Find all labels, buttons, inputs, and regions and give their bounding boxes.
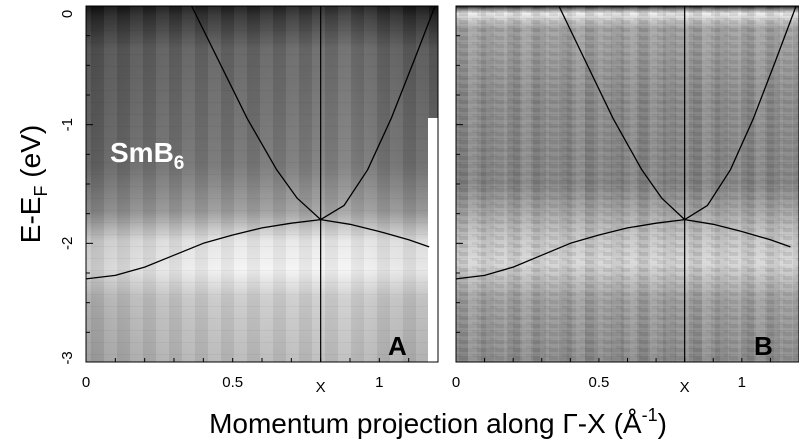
y-tick-label: -1 — [59, 118, 76, 131]
panel-b: 0 0.5 X 1 B — [452, 5, 799, 396]
panel-a-x-ticks: 0 0.5 X 1 — [82, 358, 439, 396]
panel-label-a: A — [388, 331, 407, 361]
y-axis-title: E-EF (eV) — [15, 125, 51, 243]
panel-b-y-ticks — [456, 5, 463, 363]
panel-a-band-curve-2 — [85, 218, 430, 280]
panel-b-band-curve-2 — [455, 218, 791, 280]
compound-label: SmB6 — [110, 137, 184, 174]
panel-a-x-tick-label: 1 — [375, 374, 383, 391]
panel-a-edge-strip — [428, 118, 438, 362]
panel-a-bands — [85, 5, 436, 280]
panel-b-x-tick-label: 0 — [452, 374, 460, 391]
y-tick-label: -2 — [59, 237, 76, 250]
panel-a-x-tick-label: 0.5 — [222, 374, 243, 391]
panel-a-x-tick-label: 0 — [82, 374, 90, 391]
panel-b-x-ticks: 0 0.5 X 1 — [452, 358, 799, 396]
panel-label-b: B — [754, 331, 773, 361]
panel-a-texture — [86, 6, 438, 362]
panel-b-x-tick-label: 1 — [738, 374, 746, 391]
panel-a-x-tick-label: X — [316, 379, 326, 396]
panel-a: 0 -1 -2 -3 0 0.5 X 1 SmB6 A — [59, 5, 439, 396]
panel-b-x-tick-label: 0.5 — [588, 374, 609, 391]
y-tick-label: -3 — [59, 351, 76, 364]
panel-b-stripes — [456, 6, 799, 362]
y-tick-label: 0 — [59, 10, 76, 18]
x-axis-title: Momentum projection along Γ-X (Å-1) — [209, 405, 667, 439]
panel-b-x-tick-label: X — [680, 379, 690, 396]
panel-a-y-ticks: 0 -1 -2 -3 — [59, 5, 93, 365]
panel-b-bands — [455, 5, 797, 280]
